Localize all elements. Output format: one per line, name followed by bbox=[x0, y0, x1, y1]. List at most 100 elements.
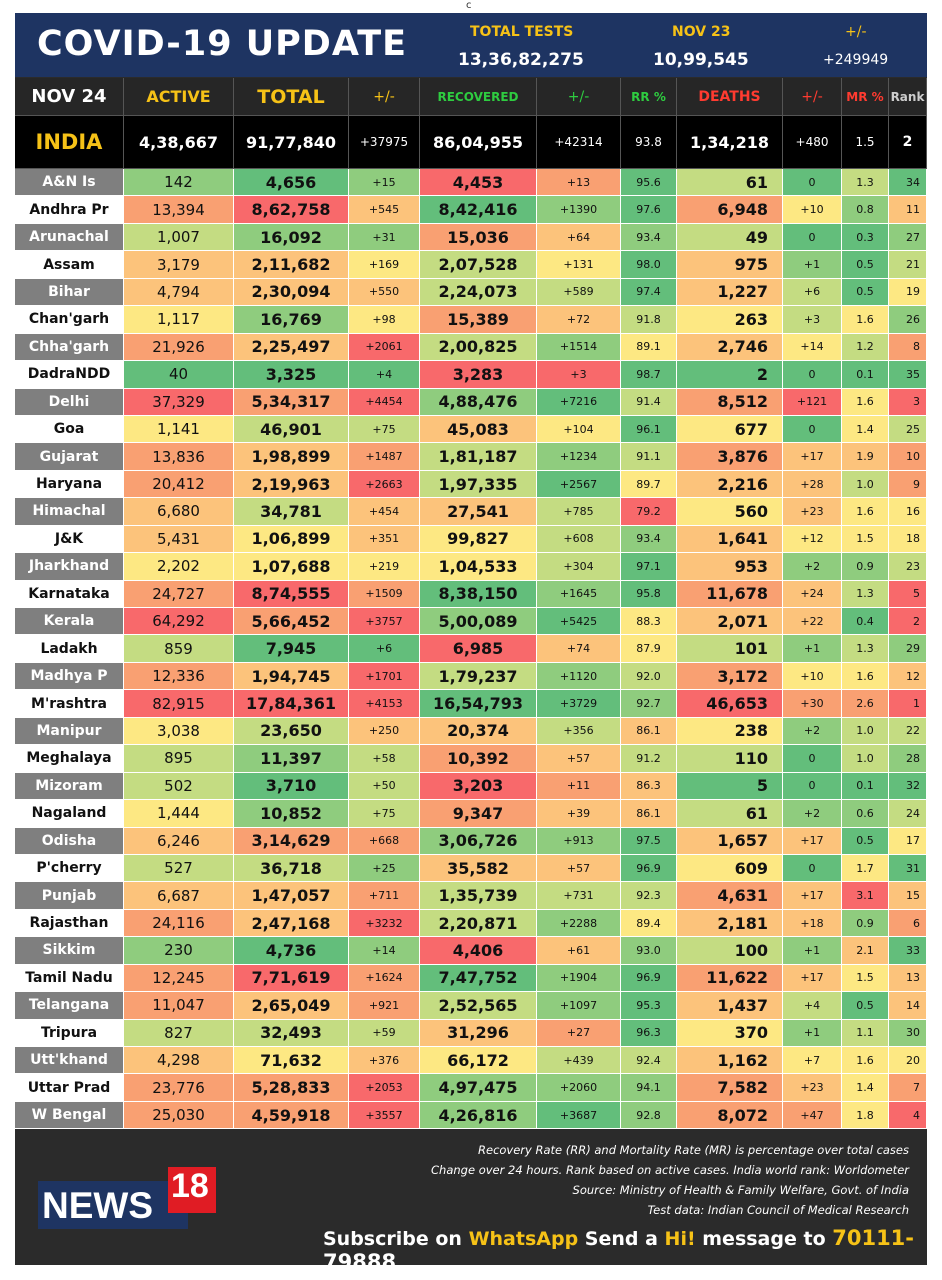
cell-total: 1,98,899 bbox=[234, 443, 349, 470]
cell-recovered-change: +11 bbox=[537, 772, 621, 800]
cell-recovered-change: +356 bbox=[537, 717, 621, 745]
cell-active: 82,915 bbox=[124, 690, 234, 717]
cell-state: Tripura bbox=[15, 1019, 124, 1046]
cell-total: 1,47,057 bbox=[234, 882, 349, 909]
cell-total-change: +75 bbox=[349, 800, 420, 827]
cell-total-change: +31 bbox=[349, 223, 420, 251]
table-row: Sikkim 230 4,736 +14 4,406 +61 93.0 100 +1 2.1 33 bbox=[15, 937, 927, 965]
cell-recovered: 2,00,825 bbox=[420, 333, 537, 361]
cell-active: 37,329 bbox=[124, 388, 234, 415]
cell-total-change: +250 bbox=[349, 717, 420, 745]
cell-deaths: 7,582 bbox=[677, 1074, 783, 1101]
col-header-total: TOTAL bbox=[234, 78, 349, 115]
cell-active: 2,202 bbox=[124, 553, 234, 580]
logo-number: 18 bbox=[171, 1167, 209, 1205]
cell-recovered-change: +131 bbox=[537, 251, 621, 278]
page-title: COVID-19 UPDATE bbox=[37, 24, 408, 64]
cell-state: Gujarat bbox=[15, 443, 124, 470]
cell-recovered-change: +74 bbox=[537, 635, 621, 662]
cell-deaths: 49 bbox=[677, 223, 783, 251]
cell-mr: 1.3 bbox=[842, 635, 889, 662]
cell-state: J&K bbox=[15, 525, 124, 553]
state-table: NOV 24 ACTIVE TOTAL +/- RECOVERED +/- RR % DEAT… bbox=[15, 78, 927, 1130]
cell-total: 8,74,555 bbox=[234, 580, 349, 607]
cell-deaths: 1,227 bbox=[677, 278, 783, 306]
subscribe-text: Subscribe on bbox=[323, 1228, 469, 1250]
cell-rank: 19 bbox=[889, 278, 927, 306]
cell-mr: 1.5 bbox=[842, 525, 889, 553]
phone-part2: 79888 bbox=[323, 1250, 397, 1274]
india-total-row: INDIA 4,38,667 91,77,840 +37975 86,04,955 +42… bbox=[15, 116, 927, 169]
cell-state: M'rashtra bbox=[15, 690, 124, 717]
cell-mr: 1.6 bbox=[842, 498, 889, 525]
cell-rr: 92.3 bbox=[621, 882, 677, 909]
cell-deaths: 61 bbox=[677, 169, 783, 196]
cell-recovered-change: +5425 bbox=[537, 608, 621, 635]
india-rr: 93.8 bbox=[621, 116, 677, 168]
cell-recovered: 1,81,187 bbox=[420, 443, 537, 470]
cell-rr: 98.7 bbox=[621, 361, 677, 388]
cell-total-change: +550 bbox=[349, 278, 420, 306]
table-row: Bihar 4,794 2,30,094 +550 2,24,073 +589 97.4 1,… bbox=[15, 278, 927, 307]
cell-rank: 27 bbox=[889, 223, 927, 251]
cell-rr: 94.1 bbox=[621, 1074, 677, 1101]
cell-active: 1,007 bbox=[124, 223, 234, 251]
cell-recovered-change: +3 bbox=[537, 361, 621, 388]
cell-active: 12,245 bbox=[124, 964, 234, 992]
cell-deaths-change: 0 bbox=[783, 745, 842, 772]
cell-deaths-change: +17 bbox=[783, 443, 842, 470]
cell-recovered-change: +104 bbox=[537, 415, 621, 443]
cell-rank: 2 bbox=[889, 608, 927, 635]
cell-deaths: 953 bbox=[677, 553, 783, 580]
cell-deaths-change: +12 bbox=[783, 525, 842, 553]
table-row: Delhi 37,329 5,34,317 +4454 4,88,476 +7216 91.… bbox=[15, 388, 927, 416]
cell-deaths: 3,172 bbox=[677, 662, 783, 690]
table-row: Haryana 20,412 2,19,963 +2663 1,97,335 +2567 8… bbox=[15, 470, 927, 499]
cell-mr: 0.5 bbox=[842, 278, 889, 306]
cell-total: 10,852 bbox=[234, 800, 349, 827]
cell-state: P'cherry bbox=[15, 854, 124, 882]
cell-recovered: 35,582 bbox=[420, 854, 537, 882]
cell-rr: 96.9 bbox=[621, 964, 677, 992]
cell-state: Andhra Pr bbox=[15, 196, 124, 223]
cell-state: Rajasthan bbox=[15, 909, 124, 937]
cell-total: 11,397 bbox=[234, 745, 349, 772]
cell-rr: 96.1 bbox=[621, 415, 677, 443]
cell-active: 13,394 bbox=[124, 196, 234, 223]
cell-deaths-change: +4 bbox=[783, 992, 842, 1019]
cell-rr: 88.3 bbox=[621, 608, 677, 635]
col-header-total-change: +/- bbox=[349, 78, 420, 115]
cell-rr: 95.6 bbox=[621, 169, 677, 196]
cell-mr: 1.3 bbox=[842, 580, 889, 607]
cell-rr: 86.1 bbox=[621, 800, 677, 827]
cell-total: 4,59,918 bbox=[234, 1101, 349, 1129]
cell-total-change: +454 bbox=[349, 498, 420, 525]
cell-recovered: 15,036 bbox=[420, 223, 537, 251]
top-mark: c bbox=[466, 0, 472, 11]
cell-total-change: +25 bbox=[349, 854, 420, 882]
cell-deaths: 4,631 bbox=[677, 882, 783, 909]
cell-active: 23,776 bbox=[124, 1074, 234, 1101]
cell-mr: 0.6 bbox=[842, 800, 889, 827]
cell-rr: 86.3 bbox=[621, 772, 677, 800]
cell-deaths: 101 bbox=[677, 635, 783, 662]
cell-total: 5,28,833 bbox=[234, 1074, 349, 1101]
cell-deaths-change: +10 bbox=[783, 196, 842, 223]
cell-mr: 1.4 bbox=[842, 415, 889, 443]
table-row: Andhra Pr 13,394 8,62,758 +545 8,42,416 +1390… bbox=[15, 196, 927, 224]
cell-recovered-change: +2288 bbox=[537, 909, 621, 937]
cell-deaths: 1,657 bbox=[677, 827, 783, 854]
prev-day-value: 10,99,545 bbox=[653, 50, 749, 70]
table-row: Karnataka 24,727 8,74,555 +1509 8,38,150 +164… bbox=[15, 580, 927, 608]
cell-rr: 97.1 bbox=[621, 553, 677, 580]
cell-total: 2,65,049 bbox=[234, 992, 349, 1019]
cell-mr: 0.5 bbox=[842, 827, 889, 854]
india-total: 91,77,840 bbox=[234, 116, 349, 168]
cell-total-change: +711 bbox=[349, 882, 420, 909]
cell-recovered: 66,172 bbox=[420, 1047, 537, 1074]
cell-total: 7,71,619 bbox=[234, 964, 349, 992]
cell-state: Arunachal bbox=[15, 223, 124, 251]
col-header-rr: RR % bbox=[621, 78, 677, 115]
cell-recovered-change: +3687 bbox=[537, 1101, 621, 1129]
cell-rank: 29 bbox=[889, 635, 927, 662]
